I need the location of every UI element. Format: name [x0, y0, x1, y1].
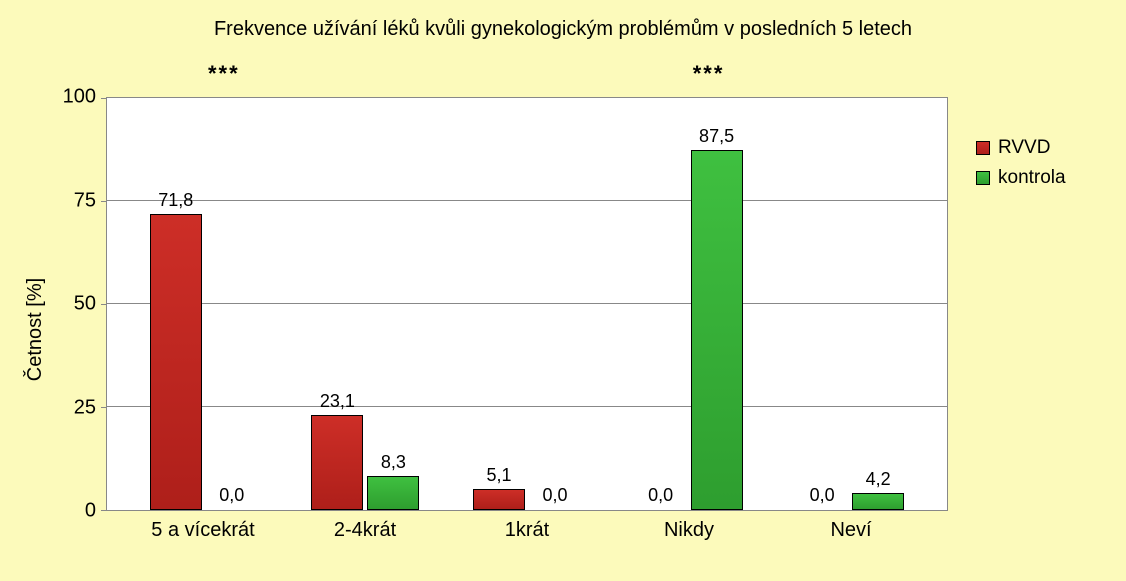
y-tick-label: 25 — [74, 396, 96, 419]
y-axis: 0255075100 — [52, 97, 106, 511]
bar-group: 0,0 87,5 — [635, 98, 743, 510]
main-row: Četnost [%] 0255075100 71,80,023,18,35,1… — [20, 97, 1106, 561]
bar: 87,5 — [691, 150, 743, 511]
bar-value-label: 0,0 — [219, 485, 244, 506]
plot-area: 71,80,023,18,35,10,00,087,50,04,2 — [106, 97, 948, 511]
legend-label: kontrola — [998, 167, 1066, 189]
legend-label: RVVD — [998, 137, 1050, 159]
bar: 4,2 — [852, 493, 904, 510]
legend: RVVD kontrola — [976, 97, 1106, 197]
significance-marker: *** — [208, 61, 240, 87]
chart-block: Četnost [%] 0255075100 71,80,023,18,35,1… — [20, 97, 948, 561]
bar: 5,1 — [473, 489, 525, 510]
chart-title: Frekvence užívání léků kvůli gynekologic… — [20, 18, 1106, 41]
y-tick-label: 50 — [74, 293, 96, 316]
plot-grid: 0255075100 71,80,023,18,35,10,00,087,50,… — [52, 97, 948, 561]
bar-value-label: 0,0 — [810, 485, 835, 506]
x-tick-label: 1krát — [473, 519, 581, 561]
bar: 71,8 — [150, 214, 202, 510]
legend-item: kontrola — [976, 167, 1106, 189]
bar-value-label: 8,3 — [381, 452, 406, 473]
chart-page: Frekvence užívání léků kvůli gynekologic… — [0, 0, 1126, 581]
legend-item: RVVD — [976, 137, 1106, 159]
y-tick-mark — [101, 510, 107, 511]
bar-value-label: 87,5 — [699, 126, 734, 147]
y-tick-mark — [101, 98, 107, 99]
y-tick-mark — [101, 304, 107, 305]
x-tick-label: Neví — [797, 519, 905, 561]
y-axis-label: Četnost [%] — [25, 277, 48, 380]
bar-value-label: 23,1 — [320, 391, 355, 412]
y-label-wrap: Četnost [%] — [20, 97, 52, 561]
y-tick-label: 75 — [74, 189, 96, 212]
significance-row: *** *** — [20, 61, 1106, 97]
significance-marker: *** — [693, 61, 725, 87]
y-tick-label: 0 — [85, 500, 96, 523]
bar-value-label: 0,0 — [648, 485, 673, 506]
bar-value-label: 5,1 — [486, 465, 511, 486]
bar-group: 23,18,3 — [311, 98, 419, 510]
bar-value-label: 0,0 — [542, 485, 567, 506]
bar-value-label: 4,2 — [866, 469, 891, 490]
bar: 8,3 — [367, 476, 419, 510]
y-tick-mark — [101, 407, 107, 408]
x-tick-label: Nikdy — [635, 519, 743, 561]
bar-group: 0,0 4,2 — [796, 98, 904, 510]
bar-value-label: 71,8 — [158, 190, 193, 211]
legend-swatch — [976, 141, 990, 155]
y-tick-label: 100 — [63, 86, 96, 109]
bar: 23,1 — [311, 415, 363, 510]
bar-group: 5,1 0,0 — [473, 98, 581, 510]
legend-swatch — [976, 171, 990, 185]
x-axis: 5 a vícekrát 2-4krát 1krát Nikdy Neví — [106, 511, 948, 561]
y-tick-mark — [101, 201, 107, 202]
bar-group: 71,8 0,0 — [150, 98, 258, 510]
x-tick-label: 2-4krát — [311, 519, 419, 561]
x-tick-label: 5 a vícekrát — [149, 519, 257, 561]
